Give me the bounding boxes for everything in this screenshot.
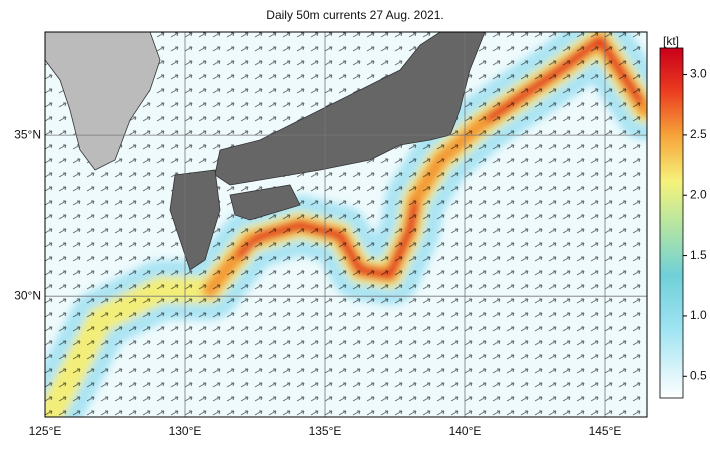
colorbar-unit: [kt] (663, 34, 679, 48)
x-tick-label: 140°E (449, 424, 482, 438)
y-tick-label: 35°N (14, 127, 41, 141)
x-tick-label: 125°E (29, 424, 62, 438)
colorbar-tick-label: 1.5 (690, 248, 707, 262)
x-tick-label: 135°E (309, 424, 342, 438)
map-title: Daily 50m currents 27 Aug. 2021. (266, 8, 443, 22)
map-frame (44, 31, 648, 418)
land (45, 32, 486, 271)
colorbar-tick-label: 2.0 (690, 187, 707, 201)
colorbar-tick-label: 2.5 (690, 127, 707, 141)
y-tick-label: 30°N (14, 288, 41, 302)
x-tick-label: 145°E (589, 424, 622, 438)
x-tick-label: 130°E (169, 424, 202, 438)
colorbar-tick-label: 1.0 (690, 308, 707, 322)
grid (45, 32, 647, 417)
colorbar-tick-label: 3.0 (690, 67, 707, 81)
colorbar-tick-label: 0.5 (690, 368, 707, 382)
colorbar (659, 47, 684, 399)
map-area (45, 32, 647, 417)
